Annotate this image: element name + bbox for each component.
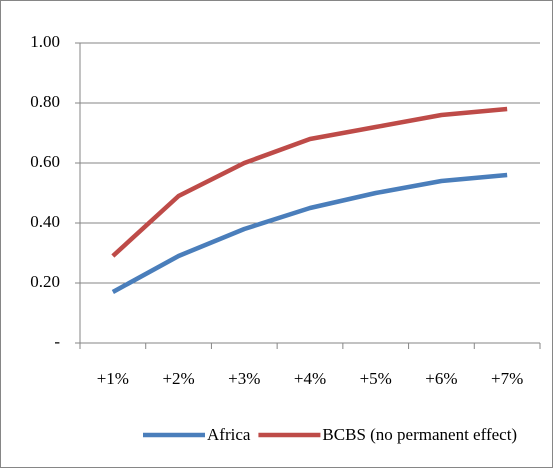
y-tick-label: -	[54, 332, 60, 351]
y-tick-label: 0.80	[30, 92, 60, 111]
x-tick-label: +7%	[491, 369, 523, 388]
x-tick-label: +3%	[228, 369, 260, 388]
x-tick-label: +6%	[425, 369, 457, 388]
x-tick-label: +4%	[294, 369, 326, 388]
legend-label: BCBS (no permanent effect)	[322, 425, 517, 444]
y-tick-label: 0.60	[30, 152, 60, 171]
series-line	[111, 172, 508, 294]
y-tick-label: 0.20	[30, 272, 60, 291]
x-tick-label: +5%	[360, 369, 392, 388]
y-tick-label: 0.40	[30, 212, 60, 231]
y-tick-label: 1.00	[30, 32, 60, 51]
legend-label: Africa	[207, 425, 251, 444]
x-tick-label: +1%	[97, 369, 129, 388]
x-tick-label: +2%	[162, 369, 194, 388]
series-line	[111, 106, 508, 258]
